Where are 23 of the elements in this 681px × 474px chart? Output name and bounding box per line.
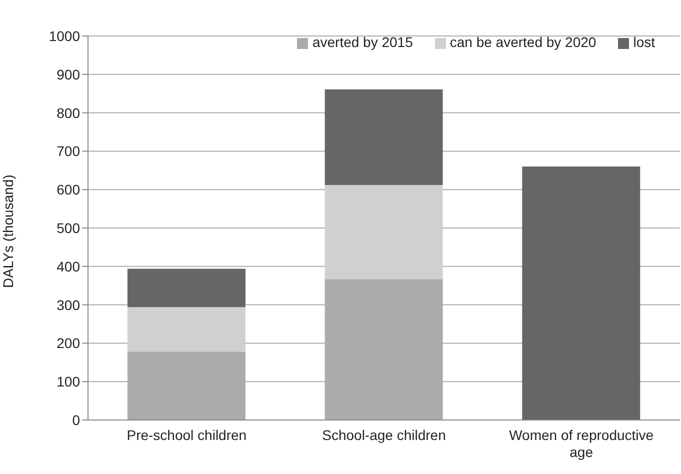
bar [324, 184, 443, 280]
y-tick-label: 500 [56, 220, 80, 236]
y-tick-label: 400 [56, 258, 80, 274]
y-tick-label: 0 [72, 412, 80, 428]
bar [324, 89, 443, 185]
y-tick-label: 600 [56, 182, 80, 198]
x-tick-label: School-age children [322, 427, 446, 443]
y-tick-label: 1000 [48, 28, 80, 44]
legend-label: can be averted by 2020 [450, 34, 596, 50]
bar [127, 307, 246, 352]
y-tick-label: 700 [56, 143, 80, 160]
x-tick-label: Women of reproductive age [509, 427, 654, 460]
bar [522, 166, 640, 420]
x-tick-label: Pre-school children [126, 427, 247, 443]
y-axis-title: DALYs (thousand) [0, 174, 16, 288]
y-tick-label: 900 [56, 66, 80, 82]
y-tick-label: 100 [56, 374, 80, 390]
y-tick-label: 800 [56, 104, 80, 121]
legend-label: lost [633, 34, 655, 50]
y-tick-label: 200 [56, 335, 80, 352]
bar [127, 268, 246, 308]
y-tick-label: 300 [56, 296, 80, 313]
legend-label: averted by 2015 [312, 34, 413, 50]
